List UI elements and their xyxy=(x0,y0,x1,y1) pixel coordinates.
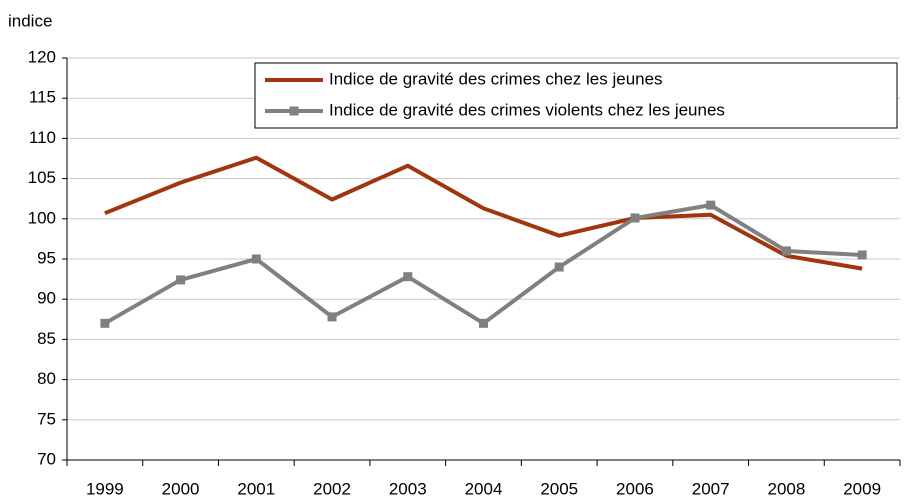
legend-box xyxy=(254,62,898,129)
y-tick-label: 70 xyxy=(37,449,56,468)
marker xyxy=(479,318,488,328)
x-tick-label: 2008 xyxy=(767,479,805,498)
x-tick-label: 2007 xyxy=(692,479,730,498)
x-tick-label: 2004 xyxy=(465,479,503,498)
legend-label: Indice de gravité des crimes violents ch… xyxy=(329,100,725,119)
marker xyxy=(100,318,110,328)
y-tick-label: 110 xyxy=(29,128,56,147)
marker xyxy=(857,250,867,260)
marker xyxy=(781,246,791,256)
series-line xyxy=(104,155,863,271)
legend-marker xyxy=(289,106,299,116)
series-line xyxy=(103,203,863,326)
marker xyxy=(630,213,640,223)
y-tick-label: 95 xyxy=(37,248,56,267)
marker xyxy=(554,262,564,272)
marker xyxy=(251,254,261,264)
x-tick-label: 2003 xyxy=(389,479,427,498)
y-tick-label: 90 xyxy=(37,289,56,308)
y-tick-label: 120 xyxy=(28,47,56,66)
x-tick-label: 2001 xyxy=(237,479,275,498)
y-tick-label: 75 xyxy=(37,409,56,428)
x-tick-label: 2000 xyxy=(162,479,200,498)
y-tick-label: 80 xyxy=(37,369,56,388)
x-tick-label: 2005 xyxy=(540,479,578,498)
x-tick-label: 2006 xyxy=(616,479,654,498)
x-tick-label: 2009 xyxy=(843,479,881,498)
y-tick-label: 85 xyxy=(37,329,56,348)
y-tick-label: 115 xyxy=(29,88,56,107)
marker xyxy=(403,272,413,282)
y-tick-label: 100 xyxy=(28,208,56,227)
marker xyxy=(176,275,186,285)
y-axis-label: indice xyxy=(8,11,52,30)
legend-label: Indice de gravité des crimes chez les je… xyxy=(329,69,663,88)
marker xyxy=(706,200,716,210)
marker xyxy=(327,312,337,322)
x-tick-label: 1999 xyxy=(86,479,124,498)
y-tick-label: 105 xyxy=(28,168,56,187)
x-tick-label: 2002 xyxy=(313,479,351,498)
